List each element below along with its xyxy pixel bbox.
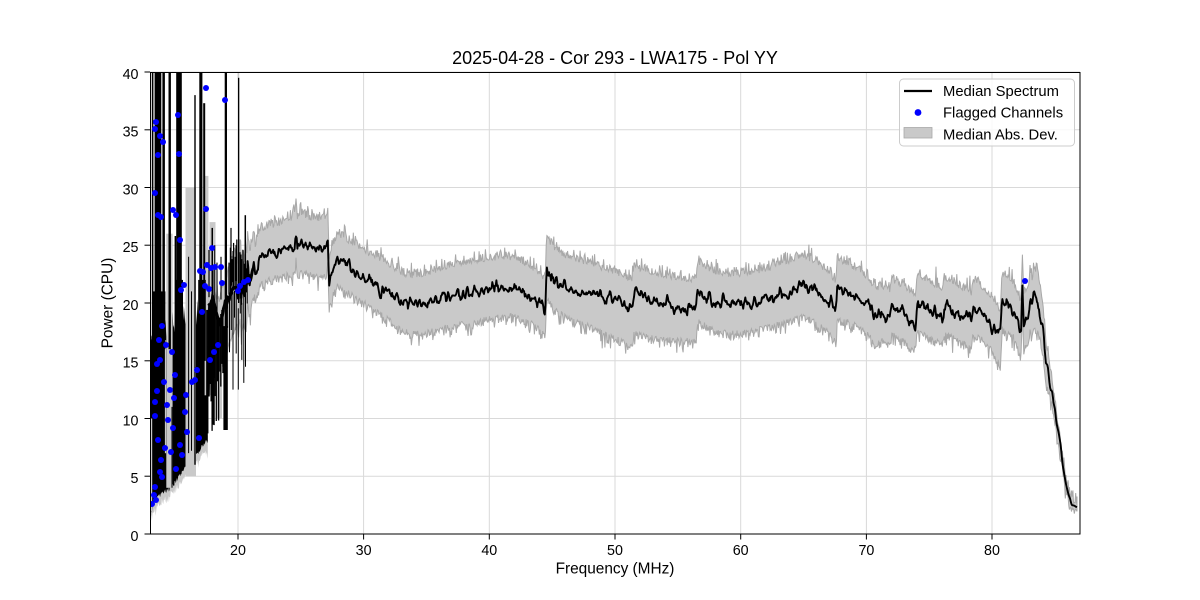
svg-text:50: 50 (607, 543, 623, 559)
svg-text:Flagged Channels: Flagged Channels (943, 106, 1063, 122)
svg-text:25: 25 (123, 240, 139, 256)
svg-text:5: 5 (131, 471, 139, 487)
svg-text:80: 80 (984, 543, 1000, 559)
svg-text:Median Abs. Dev.: Median Abs. Dev. (943, 128, 1058, 144)
svg-text:30: 30 (356, 543, 372, 559)
svg-text:40: 40 (481, 543, 497, 559)
svg-text:60: 60 (733, 543, 749, 559)
svg-text:20: 20 (230, 543, 246, 559)
svg-text:2025-04-28 - Cor 293 - LWA175: 2025-04-28 - Cor 293 - LWA175 - Pol YY (452, 48, 778, 68)
svg-text:40: 40 (123, 67, 139, 83)
svg-text:10: 10 (123, 413, 139, 429)
svg-text:30: 30 (123, 182, 139, 198)
svg-text:35: 35 (123, 125, 139, 141)
svg-text:20: 20 (123, 298, 139, 314)
svg-text:0: 0 (131, 529, 139, 545)
svg-text:15: 15 (123, 356, 139, 372)
svg-text:Median Spectrum: Median Spectrum (943, 84, 1059, 100)
svg-text:70: 70 (858, 543, 874, 559)
svg-text:Power (CPU): Power (CPU) (100, 258, 117, 349)
svg-text:Frequency (MHz): Frequency (MHz) (556, 561, 675, 578)
